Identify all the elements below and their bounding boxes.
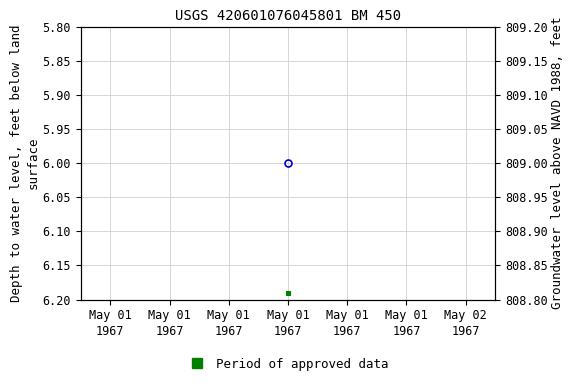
Title: USGS 420601076045801 BM 450: USGS 420601076045801 BM 450 (175, 9, 401, 23)
Legend: Period of approved data: Period of approved data (183, 353, 393, 376)
Y-axis label: Depth to water level, feet below land
surface: Depth to water level, feet below land su… (10, 25, 40, 302)
Y-axis label: Groundwater level above NAVD 1988, feet: Groundwater level above NAVD 1988, feet (551, 17, 563, 310)
